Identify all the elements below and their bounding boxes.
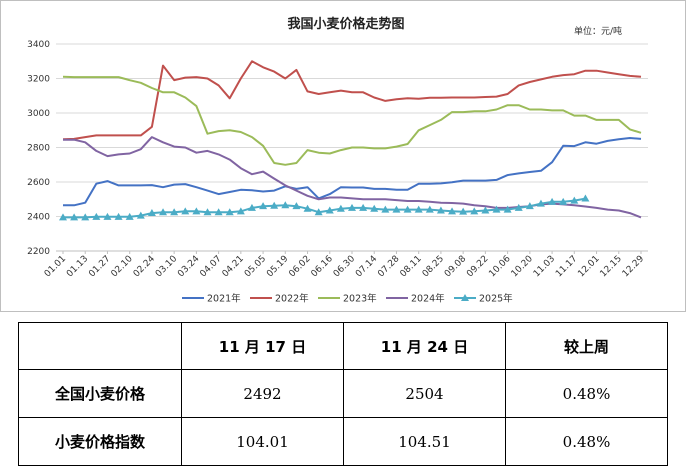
data-point [459, 207, 468, 215]
data-point [448, 207, 457, 215]
table-cell: 2504 [343, 369, 506, 418]
data-point [359, 203, 368, 211]
y-tick-label: 2200 [27, 247, 50, 257]
price-trend-chart: 我国小麦价格走势图 单位：元/吨 2200 2400 2600 2800 3000 320… [0, 0, 686, 312]
data-point [548, 197, 557, 205]
data-point [559, 197, 568, 205]
data-point [114, 212, 123, 220]
legend-label: 2021年 [207, 293, 241, 305]
row-label: 全国小麦价格 [18, 369, 182, 418]
y-tick-label: 3200 [27, 75, 50, 85]
table-row: 小麦价格指数 104.01 104.51 0.48% [18, 417, 668, 466]
data-point [125, 212, 134, 220]
data-point [203, 208, 212, 216]
data-point [403, 205, 412, 213]
data-point [325, 206, 334, 214]
data-point [314, 208, 323, 216]
data-point [525, 202, 534, 210]
unit-label: 单位：元/吨 [574, 25, 622, 37]
data-point [436, 206, 445, 214]
table-cell: 2492 [181, 369, 344, 418]
data-point [336, 204, 345, 212]
y-tick-label: 3400 [27, 40, 50, 50]
y-tick-label: 2600 [27, 178, 50, 188]
row-label: 小麦价格指数 [18, 417, 182, 466]
table-header-cell [18, 322, 182, 370]
data-point [192, 207, 201, 215]
price-table: 11 月 17 日 11 月 24 日 较上周 全国小麦价格 2492 2504… [18, 322, 668, 466]
table-row: 全国小麦价格 2492 2504 0.48% [18, 369, 668, 418]
legend-label: 2022年 [275, 293, 309, 305]
data-point [381, 205, 390, 213]
chart-canvas: 我国小麦价格走势图 单位：元/吨 2200 2400 2600 2800 3000 320… [0, 0, 686, 312]
data-point [136, 211, 145, 219]
data-point [514, 203, 523, 211]
table-header-cell: 11 月 17 日 [181, 322, 344, 370]
data-point [281, 201, 290, 209]
data-point [392, 205, 401, 213]
data-point [214, 208, 223, 216]
data-point [425, 205, 434, 213]
data-point [59, 213, 67, 221]
data-point [181, 207, 190, 215]
data-point [503, 205, 512, 213]
data-point [270, 201, 279, 209]
legend-label: 2024年 [411, 293, 445, 305]
table-cell: 104.51 [343, 417, 506, 466]
table-cell: 104.01 [181, 417, 344, 466]
legend-label: 2025年 [479, 293, 513, 305]
data-point [370, 204, 379, 212]
data-point [247, 203, 256, 211]
data-point [103, 212, 112, 220]
data-point [259, 202, 268, 210]
data-point [81, 213, 90, 221]
data-point [536, 199, 545, 207]
data-point [159, 208, 168, 216]
data-point [292, 202, 301, 210]
chart-title: 我国小麦价格走势图 [287, 16, 404, 32]
data-point [225, 208, 234, 216]
data-point [303, 204, 312, 212]
table-header-row: 11 月 17 日 11 月 24 日 较上周 [18, 322, 668, 370]
data-point [570, 196, 579, 204]
legend-marker [461, 294, 469, 301]
y-tick-label: 2800 [27, 144, 50, 154]
y-tick-label: 2400 [27, 213, 50, 223]
data-point [481, 206, 490, 214]
data-point [170, 208, 179, 216]
table-cell: 0.48% [505, 369, 668, 418]
table-cell: 0.48% [505, 417, 668, 466]
table-header-cell: 较上周 [505, 322, 668, 370]
data-point [92, 212, 101, 220]
series-line-2021年 [63, 137, 642, 207]
series-line-2022年 [62, 60, 642, 141]
series-lines [59, 60, 642, 221]
legend-label: 2023年 [343, 293, 377, 305]
data-point [414, 205, 423, 213]
data-point [236, 207, 245, 215]
data-point [348, 203, 356, 211]
series-line-2023年 [62, 75, 642, 166]
table-header-cell: 11 月 24 日 [343, 322, 506, 370]
legend: 2021年 2022年 2023年 2024年 2025年 [182, 293, 513, 305]
data-point [492, 205, 501, 213]
data-point [70, 213, 79, 221]
data-point [470, 207, 479, 215]
data-point [581, 194, 590, 202]
y-tick-label: 3000 [27, 109, 50, 119]
data-point [147, 209, 156, 217]
series-line-2024年 [63, 136, 642, 219]
